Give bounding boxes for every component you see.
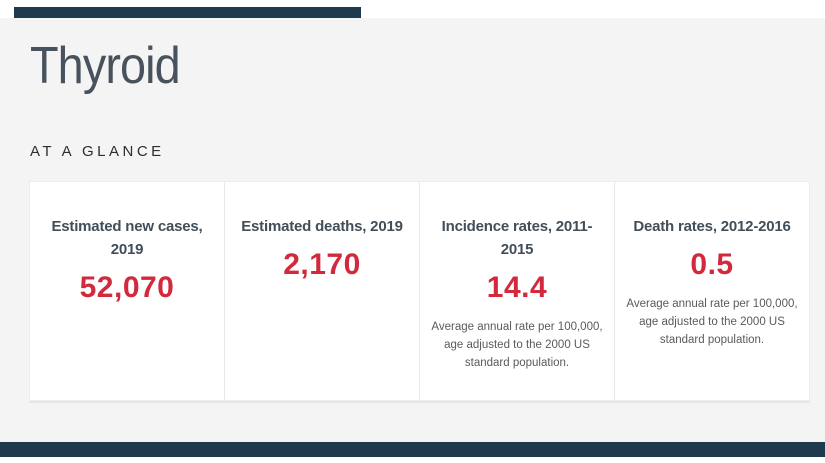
card-note: Average annual rate per 100,000, age adj…	[626, 298, 798, 346]
page-title: Thyroid	[30, 37, 181, 95]
section-label-at-a-glance: AT A GLANCE	[30, 143, 165, 160]
card-title: Death rates, 2012-2016	[633, 218, 791, 235]
card-value: 52,070	[79, 271, 175, 304]
card-title: Estimated deaths, 2019	[241, 218, 403, 235]
stat-card-estimated-new-cases: Estimated new cases, 2019 52,070	[30, 182, 224, 400]
stat-card-incidence-rates: Incidence rates, 2011-2015 14.4 Average …	[419, 182, 614, 400]
card-note: Average annual rate per 100,000, age adj…	[431, 321, 603, 369]
bottom-navy-bar	[0, 442, 825, 457]
top-navy-bar	[14, 7, 361, 18]
card-title: Estimated new cases, 2019	[51, 218, 203, 258]
stat-cards-container: Estimated new cases, 2019 52,070 Estimat…	[29, 181, 810, 401]
card-value: 14.4	[486, 271, 548, 304]
card-title: Incidence rates, 2011-2015	[441, 218, 593, 258]
stat-card-estimated-deaths: Estimated deaths, 2019 2,170	[224, 182, 419, 400]
card-value: 0.5	[690, 248, 734, 281]
card-value: 2,170	[283, 248, 361, 281]
stat-card-death-rates: Death rates, 2012-2016 0.5 Average annua…	[614, 182, 809, 400]
